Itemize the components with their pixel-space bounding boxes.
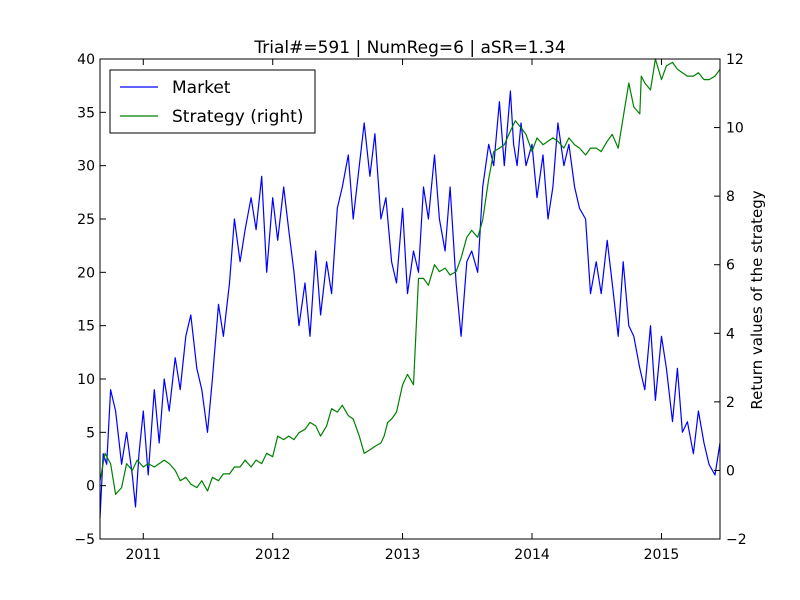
right-y-tick-label: 10 bbox=[726, 121, 744, 137]
legend-box bbox=[109, 69, 316, 134]
x-tick-label: 2015 bbox=[644, 547, 680, 563]
left-y-tick-label: 5 bbox=[86, 425, 95, 441]
left-y-tick-label: 10 bbox=[77, 372, 95, 388]
left-y-tick-label: 15 bbox=[77, 319, 95, 335]
plot-frame bbox=[99, 58, 721, 540]
left-y-tick-label: 25 bbox=[77, 212, 95, 228]
right-y-tick-label: −2 bbox=[726, 532, 747, 548]
x-tick-label: 2014 bbox=[514, 547, 550, 563]
right-y-tick-label: 12 bbox=[726, 52, 744, 68]
legend-label-strategy: Strategy (right) bbox=[172, 107, 303, 127]
right-y-tick-label: 8 bbox=[726, 189, 735, 205]
left-y-tick-label: −5 bbox=[74, 532, 95, 548]
left-y-tick-label: 40 bbox=[77, 52, 95, 68]
x-tick-label: 2013 bbox=[385, 547, 421, 563]
series-layer bbox=[99, 58, 721, 518]
left-y-tick-label: 35 bbox=[77, 105, 95, 121]
right-y-tick-label: 0 bbox=[726, 463, 735, 479]
market-series-line bbox=[99, 90, 721, 518]
axes-layer: −5 0 5 10 15 20 25 30 35 40 −2 0 2 4 6 8 10 12 2011 2012 201… bbox=[74, 52, 746, 563]
x-tick-label: 2012 bbox=[255, 547, 291, 563]
chart-title: Trial#=591 | NumReg=6 | aSR=1.34 bbox=[253, 38, 565, 58]
x-tick-label: 2011 bbox=[125, 547, 161, 563]
right-y-tick-label: 4 bbox=[726, 326, 735, 342]
strategy-series-line bbox=[99, 58, 721, 495]
left-y-tick-label: 20 bbox=[77, 265, 95, 281]
right-y-tick-label: 2 bbox=[726, 395, 735, 411]
legend-label-market: Market bbox=[172, 78, 231, 98]
legend: Market Strategy (right) bbox=[109, 69, 316, 134]
right-y-tick-label: 6 bbox=[726, 258, 735, 274]
left-y-tick-label: 30 bbox=[77, 159, 95, 175]
left-y-tick-label: 0 bbox=[86, 479, 95, 495]
right-y-axis-label: Return values of the strategy bbox=[748, 190, 766, 409]
